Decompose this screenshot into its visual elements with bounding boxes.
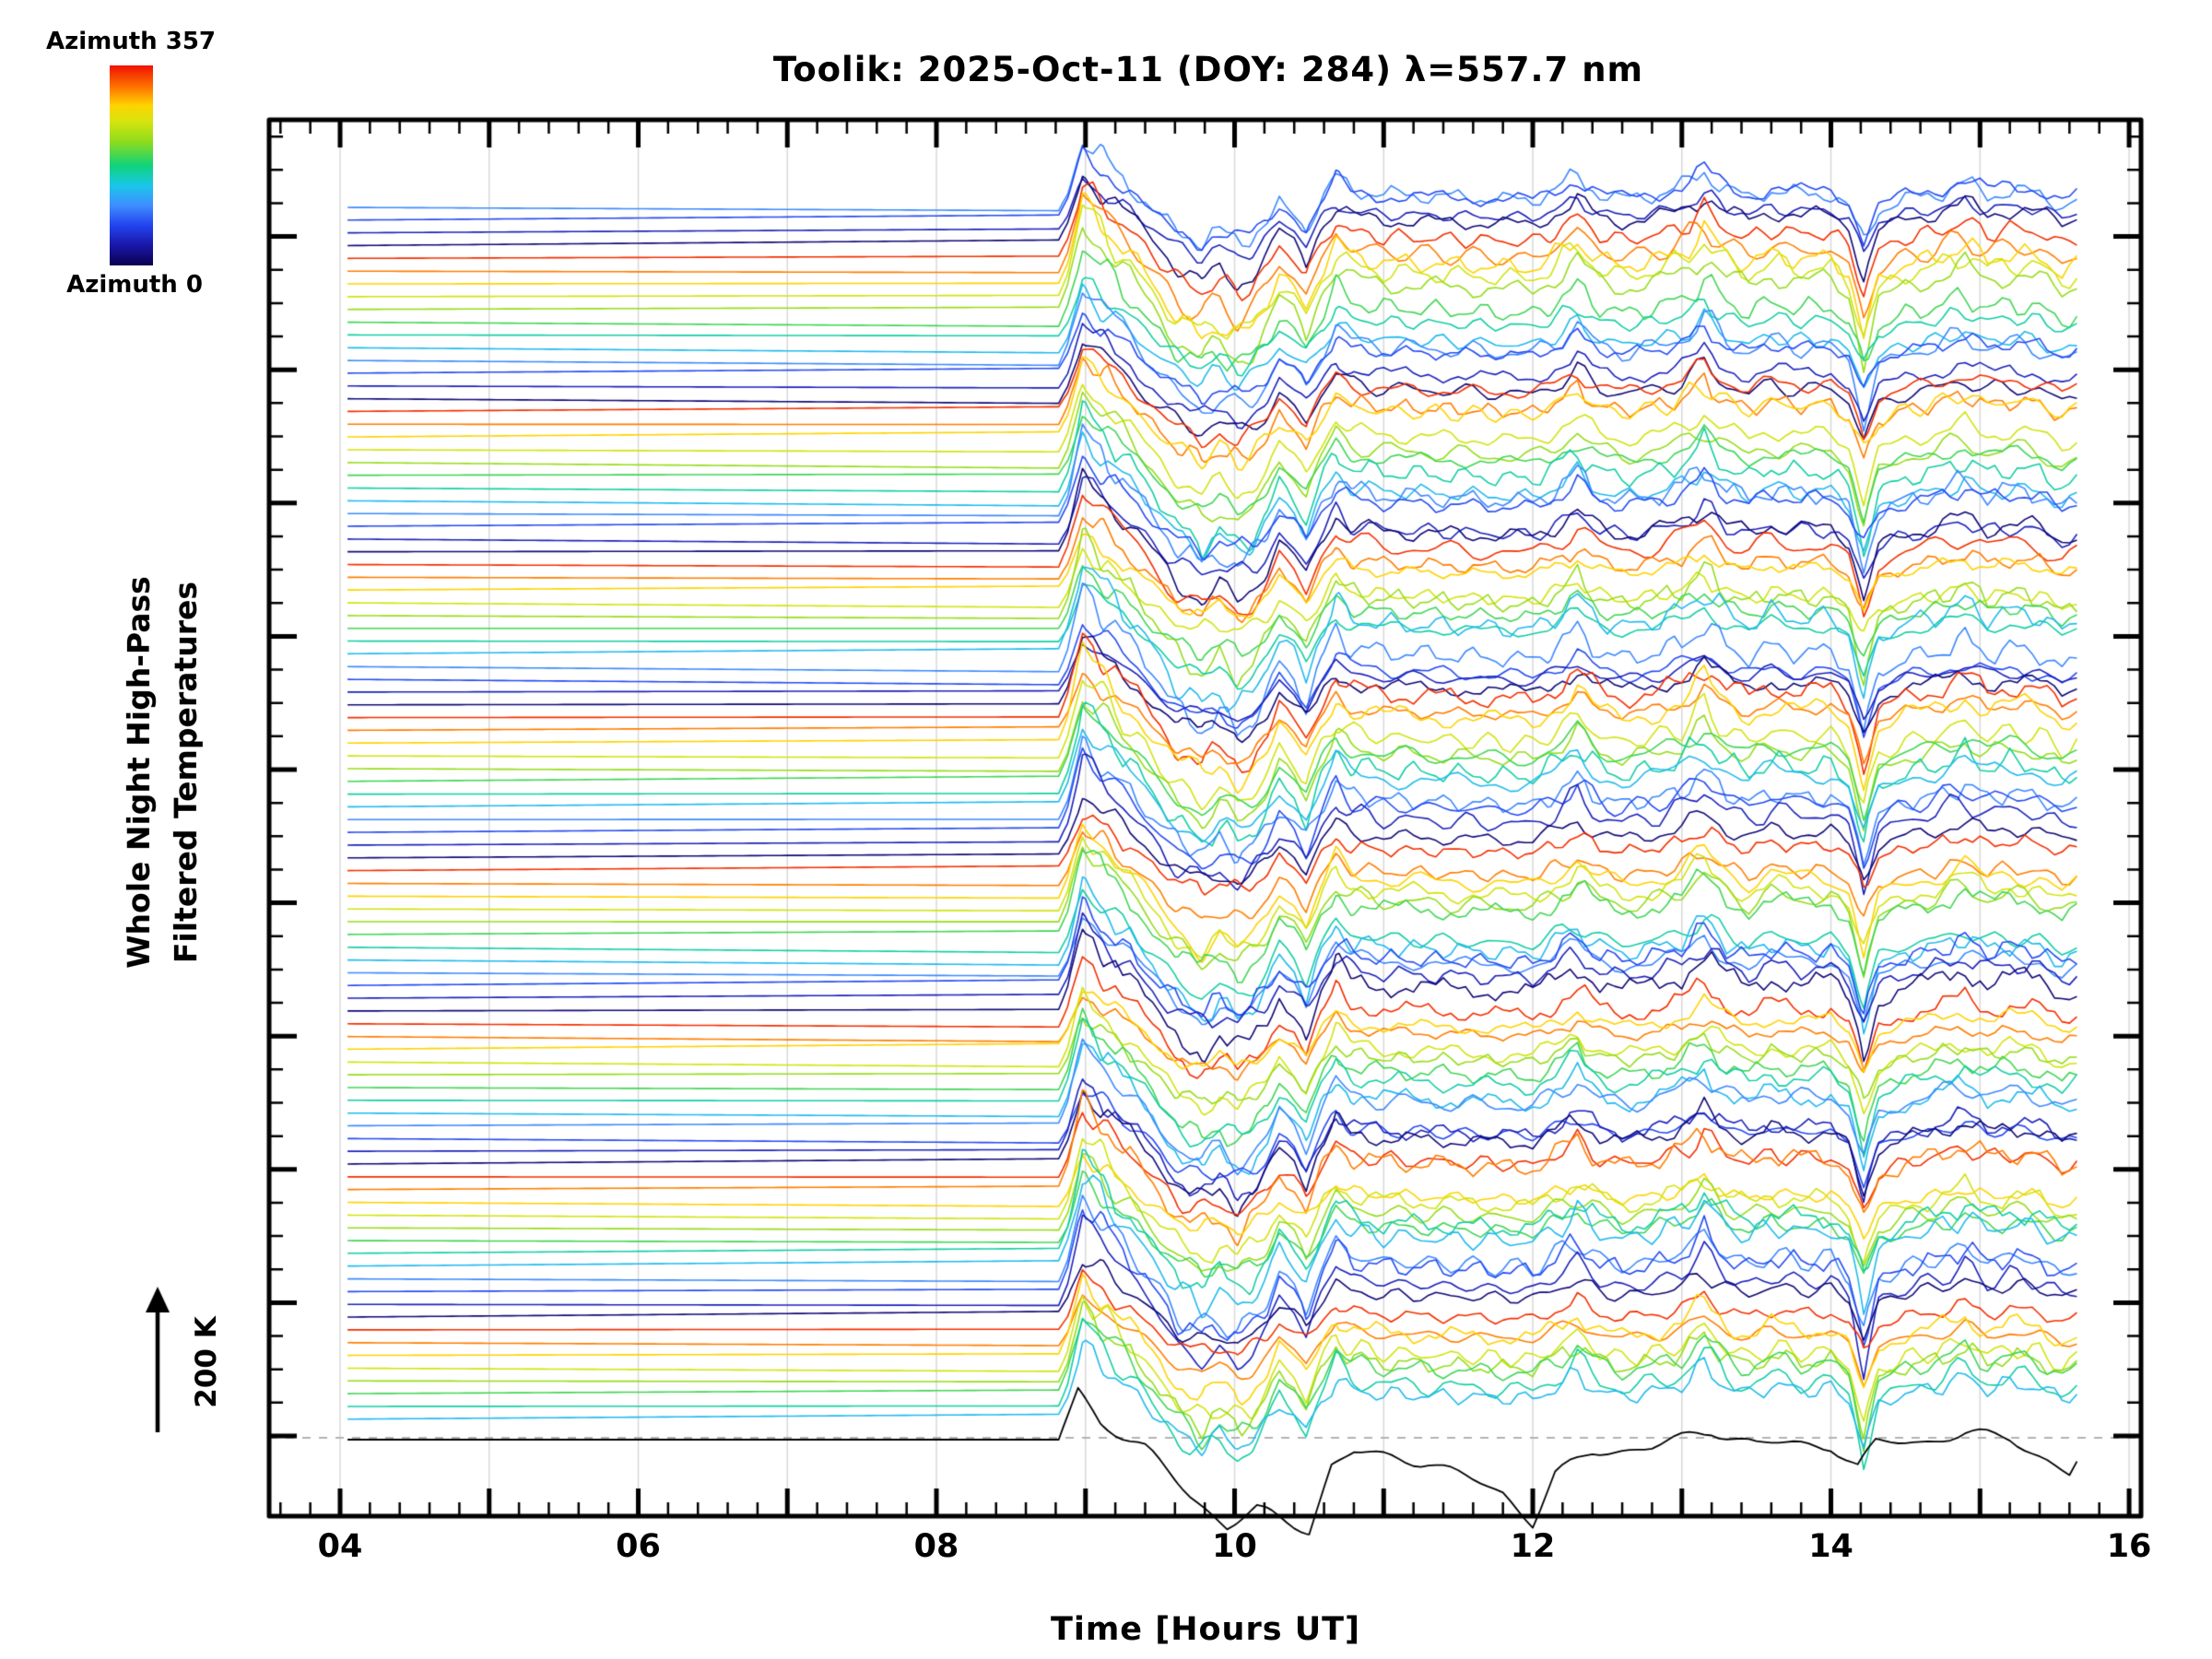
- x-axis-label: Time [Hours UT]: [1050, 1611, 1361, 1648]
- scale-arrow-label: 200 K: [190, 1316, 223, 1408]
- y-axis-label: Whole Night High-Pass Filtered Temperatu…: [115, 576, 209, 969]
- colorbar-bottom-label: Azimuth 0: [66, 271, 203, 299]
- plot-title: Toolik: 2025-Oct-11 (DOY: 284) λ=557.7 n…: [772, 50, 1644, 89]
- colorbar-top-label: Azimuth 357: [45, 28, 217, 55]
- y-axis-label-line1: Whole Night High-Pass: [120, 576, 157, 969]
- azimuth-colorbar: [110, 65, 153, 265]
- y-axis-label-line2: Filtered Temperatures: [168, 581, 204, 964]
